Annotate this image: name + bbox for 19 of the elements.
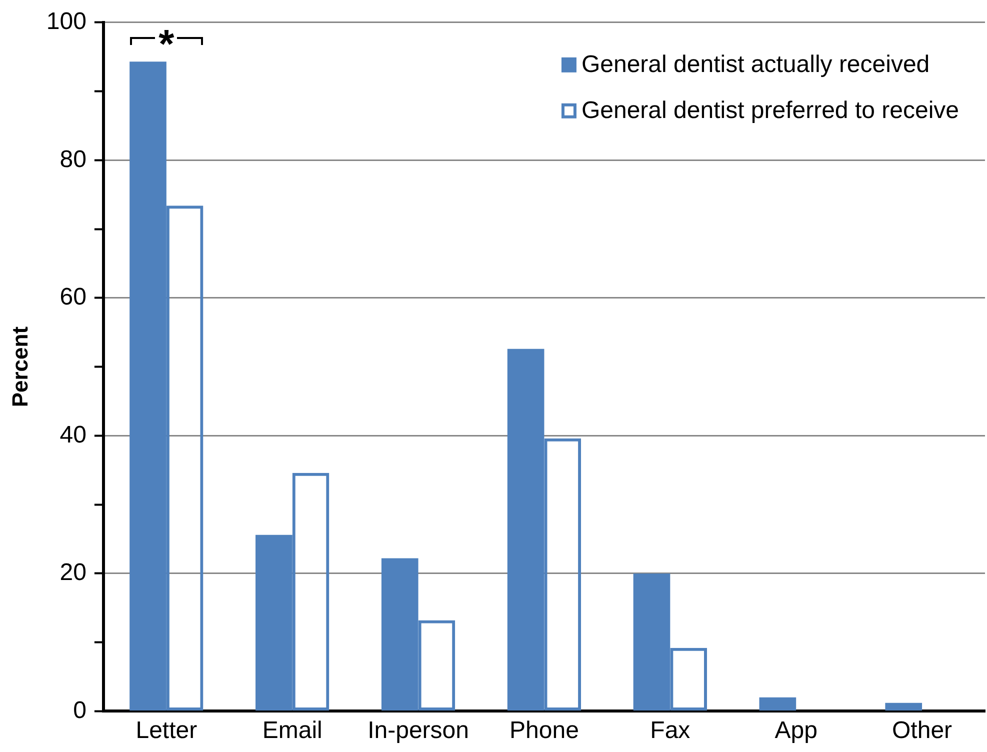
bar xyxy=(885,702,922,710)
legend-label: General dentist actually received xyxy=(581,51,930,78)
x-tick-label: Phone xyxy=(510,717,579,744)
y-tick-label: 60 xyxy=(60,284,86,311)
y-tick-label: 80 xyxy=(60,146,86,173)
annotation: * xyxy=(158,22,175,66)
bar xyxy=(759,697,796,710)
x-tick-label: Other xyxy=(892,717,952,744)
x-tick-label: Letter xyxy=(136,717,198,744)
x-tick-label: In-person xyxy=(368,717,469,744)
y-tick-label: 100 xyxy=(46,8,86,36)
x-tick-label: App xyxy=(774,717,818,744)
y-tick-label: 40 xyxy=(60,421,86,448)
legend-label: General dentist preferred to receive xyxy=(581,97,959,124)
y-tick-label: 20 xyxy=(60,559,86,586)
y-tick-label: 0 xyxy=(73,696,86,724)
x-tick-label: Email xyxy=(262,717,322,744)
y-axis-title: Percent xyxy=(7,326,32,408)
x-tick-label: Fax xyxy=(650,717,690,744)
